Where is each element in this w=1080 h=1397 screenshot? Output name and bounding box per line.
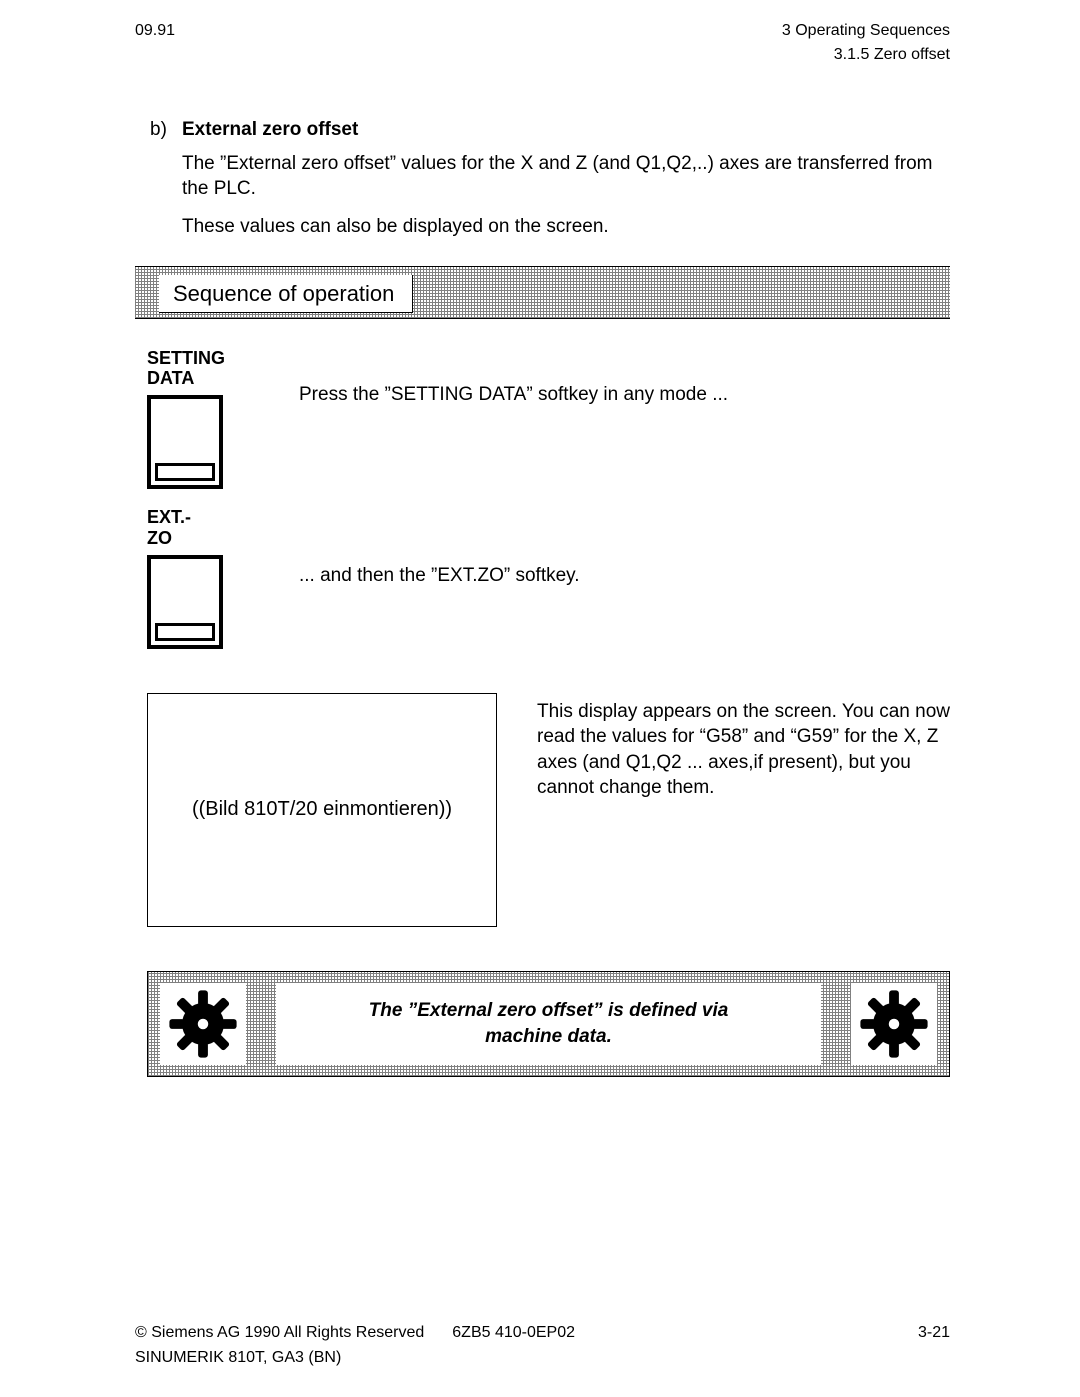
machine-data-note: The ”External zero offset” is defined vi… xyxy=(147,971,950,1077)
softkey-icon xyxy=(147,555,223,649)
note-text: The ”External zero offset” is defined vi… xyxy=(276,983,821,1065)
header-right: 3 Operating Sequences 3.1.5 Zero offset xyxy=(782,20,950,65)
footer-pagenum: 3-21 xyxy=(918,1322,950,1344)
section-para-1: The ”External zero offset” values for th… xyxy=(182,151,950,202)
page-footer: © Siemens AG 1990 All Rights Reserved 6Z… xyxy=(135,1322,950,1369)
display-placeholder-box: ((Bild 810T/20 einmontieren)) xyxy=(147,693,497,927)
section-marker: b) xyxy=(150,117,168,143)
step-1-text: Press the ”SETTING DATA” softkey in any … xyxy=(299,348,728,408)
gear-icon xyxy=(851,983,937,1065)
footer-copyright: © Siemens AG 1990 All Rights Reserved xyxy=(135,1322,424,1344)
section-title: External zero offset xyxy=(182,117,358,143)
sequence-bar-label: Sequence of operation xyxy=(159,275,413,314)
header-right-1: 3 Operating Sequences xyxy=(782,20,950,42)
step-1-label: SETTING DATA xyxy=(147,348,257,389)
softkey-icon xyxy=(147,395,223,489)
step-2-text: ... and then the ”EXT.ZO” softkey. xyxy=(299,507,580,589)
display-box-text: ((Bild 810T/20 einmontieren)) xyxy=(192,796,452,823)
display-side-text: This display appears on the screen. You … xyxy=(537,693,950,927)
header-right-2: 3.1.5 Zero offset xyxy=(782,44,950,66)
footer-docnum: 6ZB5 410-0EP02 xyxy=(452,1322,575,1344)
header-left: 09.91 xyxy=(135,20,175,65)
sequence-bar: Sequence of operation xyxy=(135,266,950,318)
gear-icon xyxy=(160,983,246,1065)
step-2-label: EXT.- ZO xyxy=(147,507,257,548)
section-para-2: These values can also be displayed on th… xyxy=(182,214,950,240)
footer-product: SINUMERIK 810T, GA3 (BN) xyxy=(135,1347,950,1369)
